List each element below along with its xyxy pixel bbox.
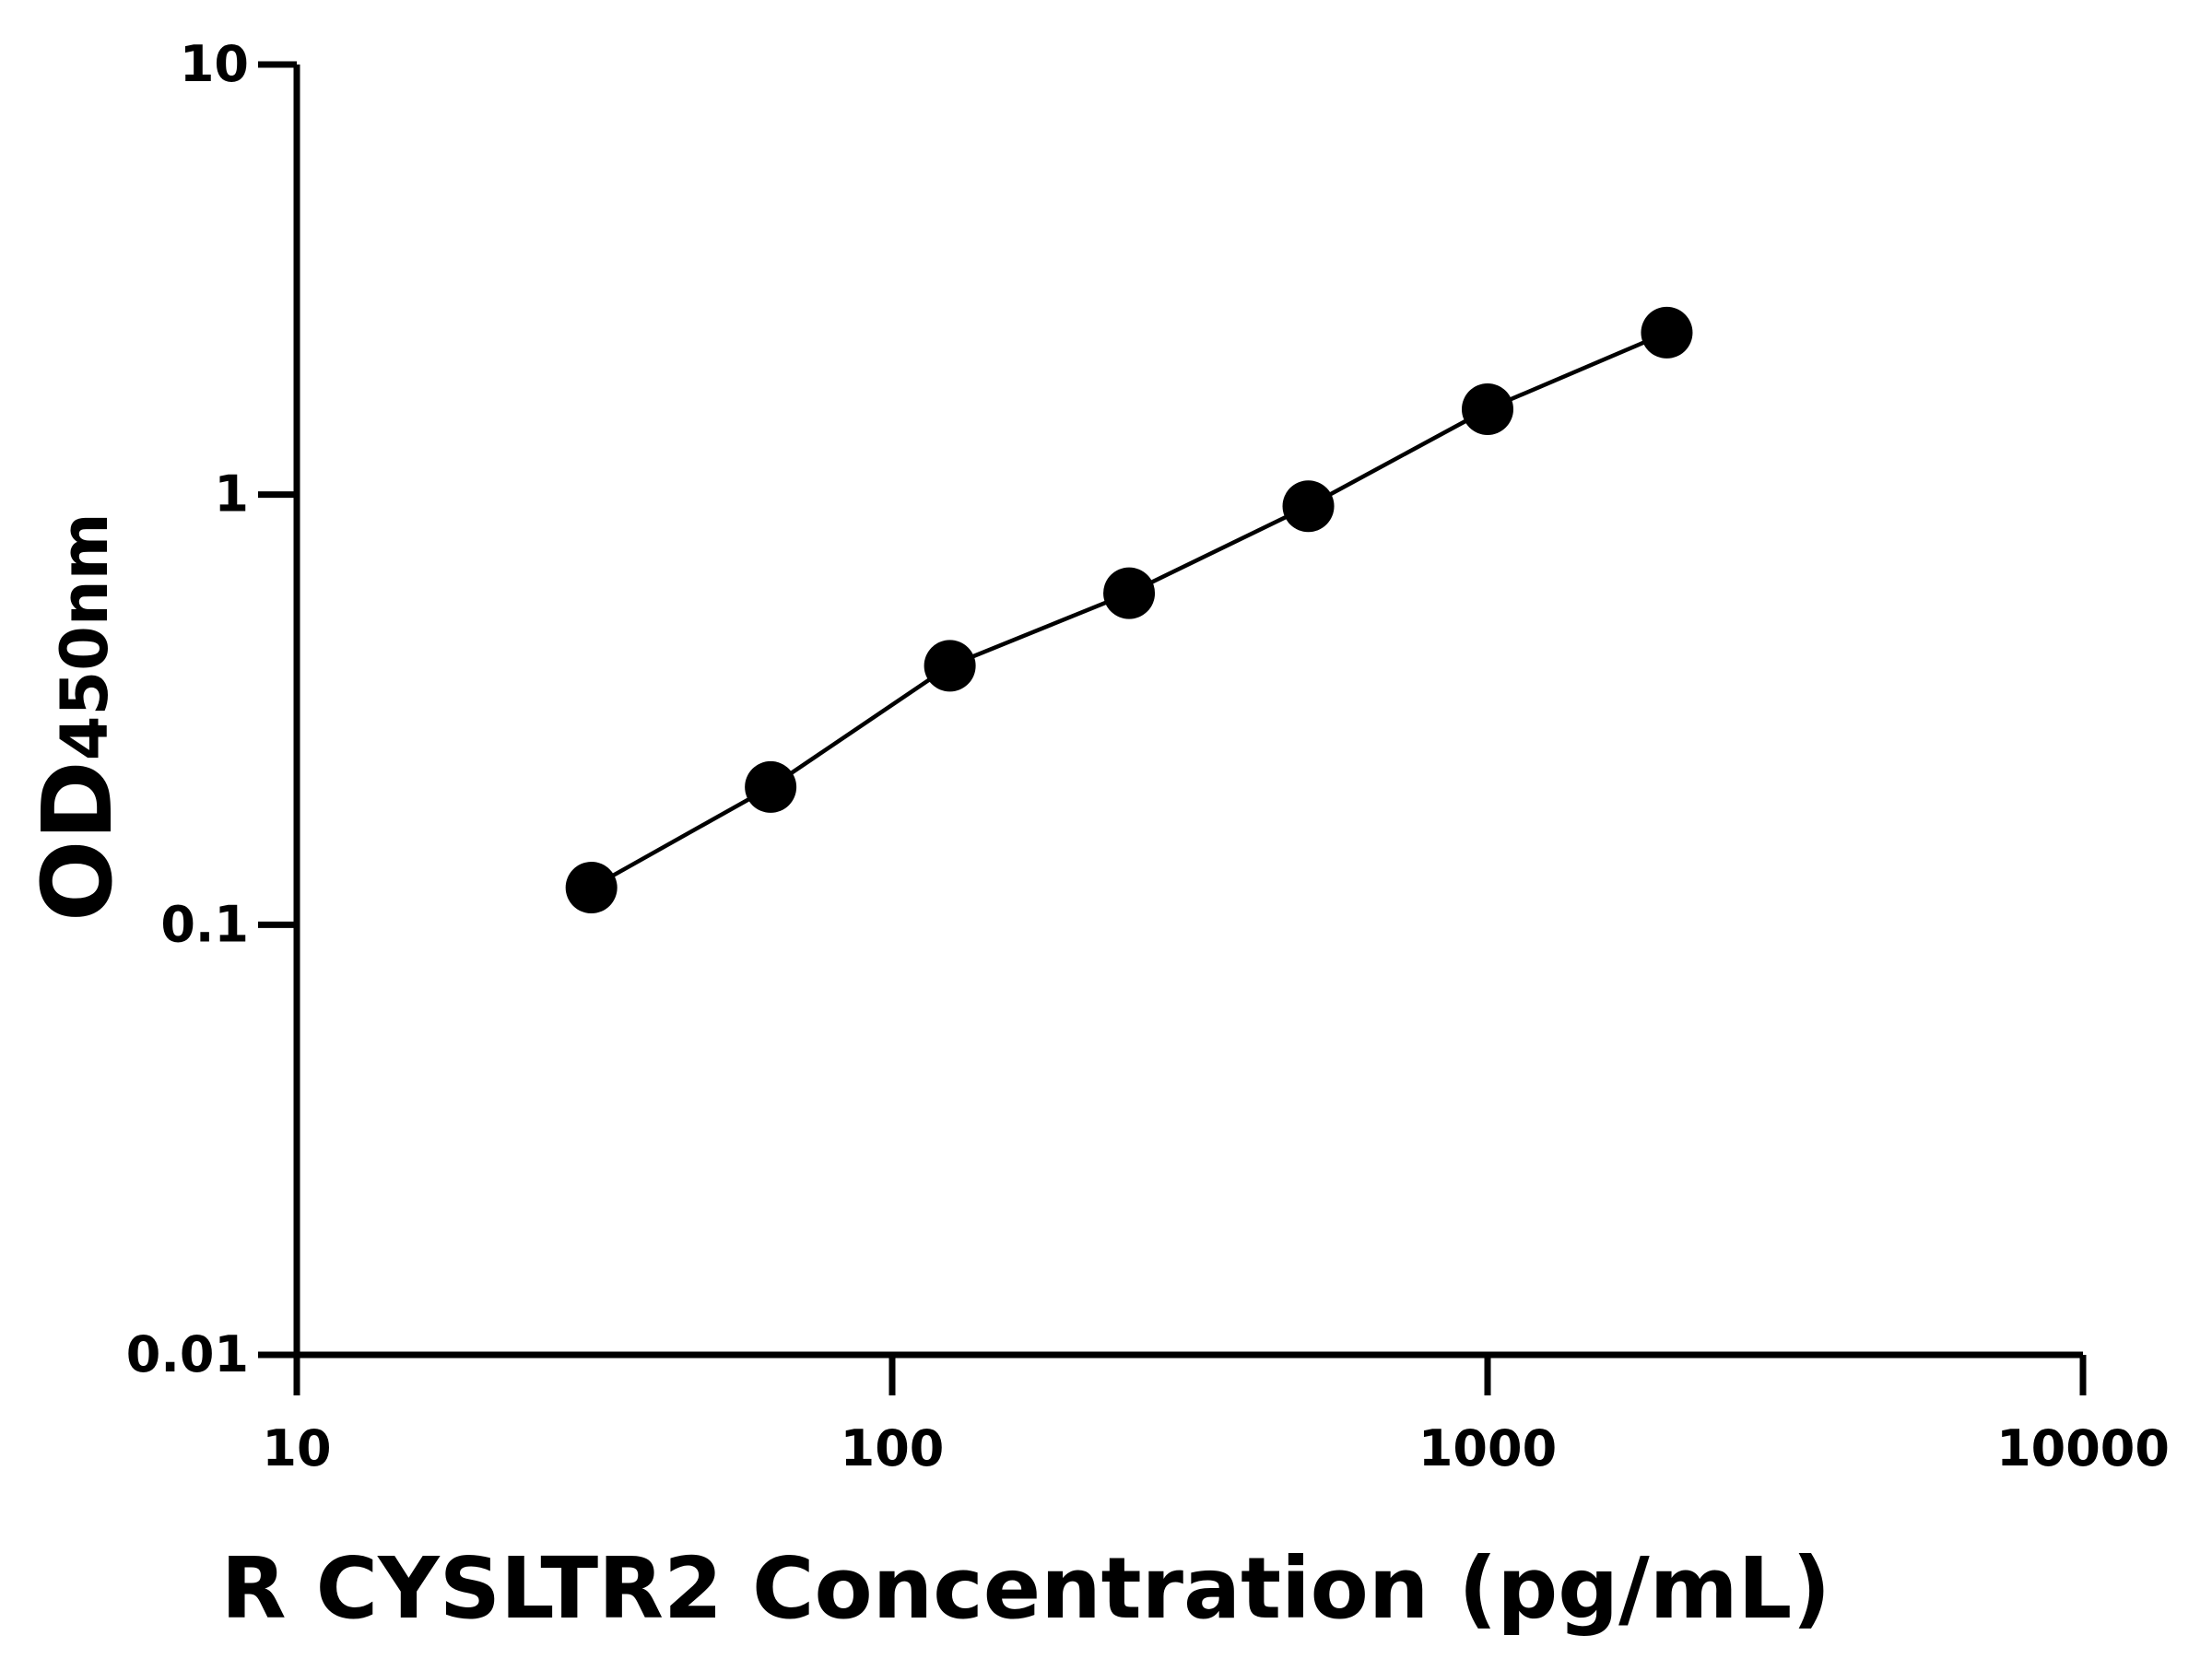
data-point bbox=[1103, 567, 1156, 619]
y-tick-label: 10 bbox=[180, 35, 249, 93]
y-tick-label: 0.01 bbox=[126, 1325, 249, 1383]
data-point bbox=[1282, 480, 1335, 533]
x-axis-label: R CYSLTR2 Concentration (pg/mL) bbox=[221, 1539, 1831, 1638]
y-tick-label: 0.1 bbox=[160, 895, 249, 953]
y-tick-label: 1 bbox=[214, 465, 249, 524]
data-point bbox=[1462, 382, 1513, 435]
data-point bbox=[745, 760, 797, 813]
y-axis-label-main: OD bbox=[21, 760, 134, 922]
data-point bbox=[565, 862, 618, 914]
x-tick-label: 1000 bbox=[1418, 1419, 1557, 1477]
x-tick-label: 10000 bbox=[1996, 1419, 2170, 1477]
y-axis-label: OD450nm bbox=[21, 512, 134, 922]
data-point bbox=[924, 640, 976, 692]
data-point bbox=[1641, 306, 1693, 359]
x-tick-label: 10 bbox=[262, 1419, 331, 1477]
x-tick-label: 100 bbox=[841, 1419, 945, 1477]
y-axis-label-sub: 450nm bbox=[47, 512, 123, 760]
